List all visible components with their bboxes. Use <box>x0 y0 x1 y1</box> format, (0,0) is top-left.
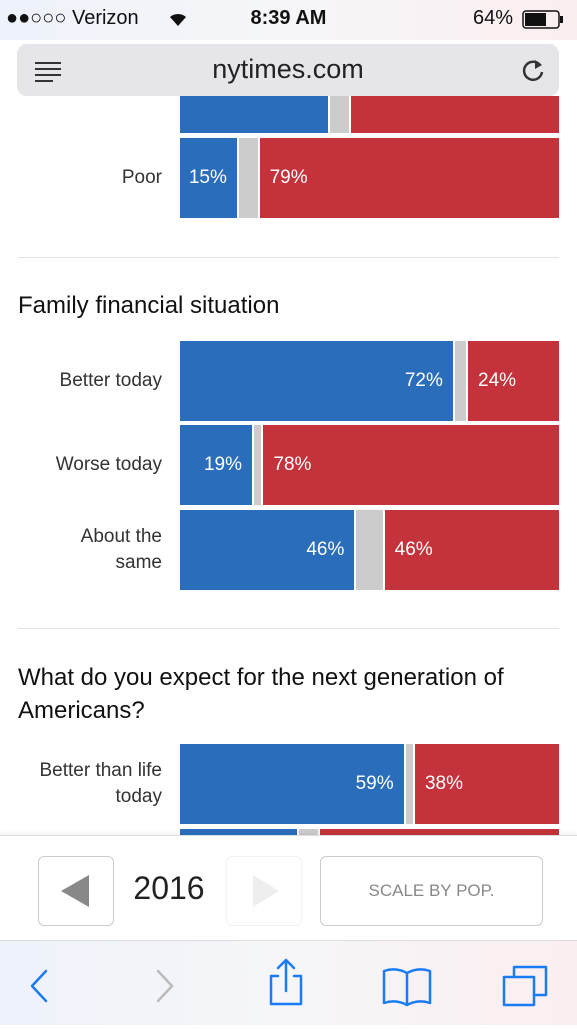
dem-value-label: 46% <box>306 539 345 560</box>
next-arrow <box>253 875 279 907</box>
tabs-icon[interactable] <box>502 965 548 1007</box>
browser-toolbar <box>0 940 577 1025</box>
clock: 8:39 AM <box>250 7 327 29</box>
prev-year-button[interactable] <box>38 856 114 926</box>
rep-value-label: 46% <box>394 539 433 560</box>
other-bar <box>356 510 383 590</box>
dem-bar <box>180 510 355 590</box>
row-label: About the same <box>80 526 162 573</box>
dem-value-label: 19% <box>203 454 243 475</box>
rep-value-label: 78% <box>273 454 312 475</box>
section-divider <box>18 257 559 258</box>
dem-bar <box>180 96 328 133</box>
rep-bar <box>468 341 559 421</box>
other-bar <box>238 138 258 218</box>
rep-bar <box>350 96 559 133</box>
carrier: ●●○○○ Verizon <box>6 7 139 29</box>
row-label: Better today <box>59 370 162 391</box>
section-divider <box>18 628 559 629</box>
dem-bar <box>180 425 252 505</box>
other-bar <box>454 341 467 421</box>
rep-bar <box>259 138 559 218</box>
forward-icon[interactable] <box>156 969 174 1003</box>
toolbar-icons <box>30 958 548 1007</box>
year: 2016 <box>133 870 205 906</box>
dem-bar <box>180 829 298 835</box>
wifi-icon <box>170 13 186 26</box>
row-label: Worse today <box>55 454 162 475</box>
dem-value-label: 15% <box>188 167 227 188</box>
bookmarks-icon[interactable] <box>382 968 432 1007</box>
battery-level: 64% <box>473 7 514 29</box>
dem-bar <box>180 341 453 421</box>
reload-icon[interactable] <box>519 57 547 85</box>
chart-area: Poor 15% 79% Family financial situation Bett… <box>0 96 577 835</box>
dem-value-label: 72% <box>404 370 443 391</box>
status-bar: ●●○○○ Verizon 8:39 AM 64% <box>0 0 577 40</box>
url[interactable]: nytimes.com <box>212 54 364 84</box>
rep-value-label: 24% <box>478 370 517 391</box>
next-year-button[interactable] <box>226 856 302 926</box>
address-bar[interactable]: nytimes.com <box>17 44 559 96</box>
rep-bar <box>384 510 559 590</box>
other-bar <box>329 96 349 133</box>
row-label: Poor <box>121 167 162 188</box>
other-bar <box>254 425 262 505</box>
other-bar <box>299 829 319 835</box>
rep-bar <box>263 425 559 505</box>
rep-bar <box>320 829 559 835</box>
row-label: Better than life today <box>39 760 162 807</box>
rep-value-label: 79% <box>269 167 308 188</box>
reader-icon[interactable] <box>33 60 63 82</box>
prev-arrow <box>61 875 89 907</box>
dem-value-label: 59% <box>355 773 394 794</box>
back-icon[interactable] <box>30 969 48 1003</box>
section-title: Family financial situation <box>18 292 280 319</box>
scale-button[interactable]: SCALE BY POP. <box>320 856 543 926</box>
dem-bar <box>180 138 237 218</box>
dem-bar <box>180 744 404 824</box>
other-bar <box>405 744 413 824</box>
year-toolbar: 2016 SCALE BY POP. <box>0 835 577 941</box>
section-title: What do you expect for the next generati… <box>18 664 504 724</box>
share-icon[interactable] <box>269 958 303 1006</box>
rep-bar <box>414 744 559 824</box>
battery-icon <box>522 10 563 29</box>
rep-value-label: 38% <box>424 773 463 794</box>
